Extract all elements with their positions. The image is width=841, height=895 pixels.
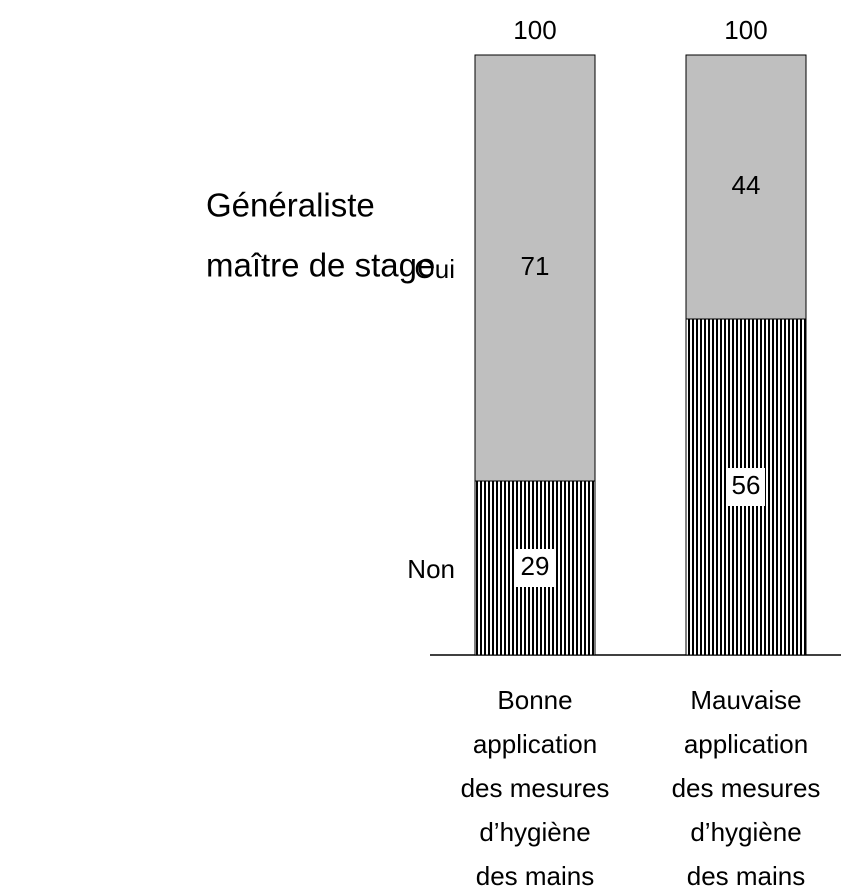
x-tick-label: Mauvaise <box>690 685 801 715</box>
data-label: 56 <box>732 470 761 500</box>
x-tick-label: d’hygiène <box>479 817 590 847</box>
data-label: 44 <box>732 170 761 200</box>
legend-title: maître de stage <box>206 247 435 284</box>
total-label: 100 <box>513 15 556 45</box>
series-label: Oui <box>415 254 455 284</box>
legend-title: Généraliste <box>206 187 375 224</box>
x-tick-label: des mains <box>476 861 595 891</box>
series-label: Non <box>407 554 455 584</box>
x-tick-label: d’hygiène <box>690 817 801 847</box>
x-tick-label: application <box>473 729 597 759</box>
label-box <box>516 549 554 587</box>
x-tick-label: application <box>684 729 808 759</box>
label-box <box>727 468 765 506</box>
x-tick-label: des mesures <box>672 773 821 803</box>
x-tick-label: Bonne <box>497 685 572 715</box>
x-tick-label: des mesures <box>461 773 610 803</box>
bar-segment <box>474 54 596 482</box>
data-label: 71 <box>521 251 550 281</box>
x-tick-label: des mains <box>687 861 806 891</box>
total-label: 100 <box>724 15 767 45</box>
bar-segment <box>685 54 807 320</box>
data-label: 29 <box>521 551 550 581</box>
